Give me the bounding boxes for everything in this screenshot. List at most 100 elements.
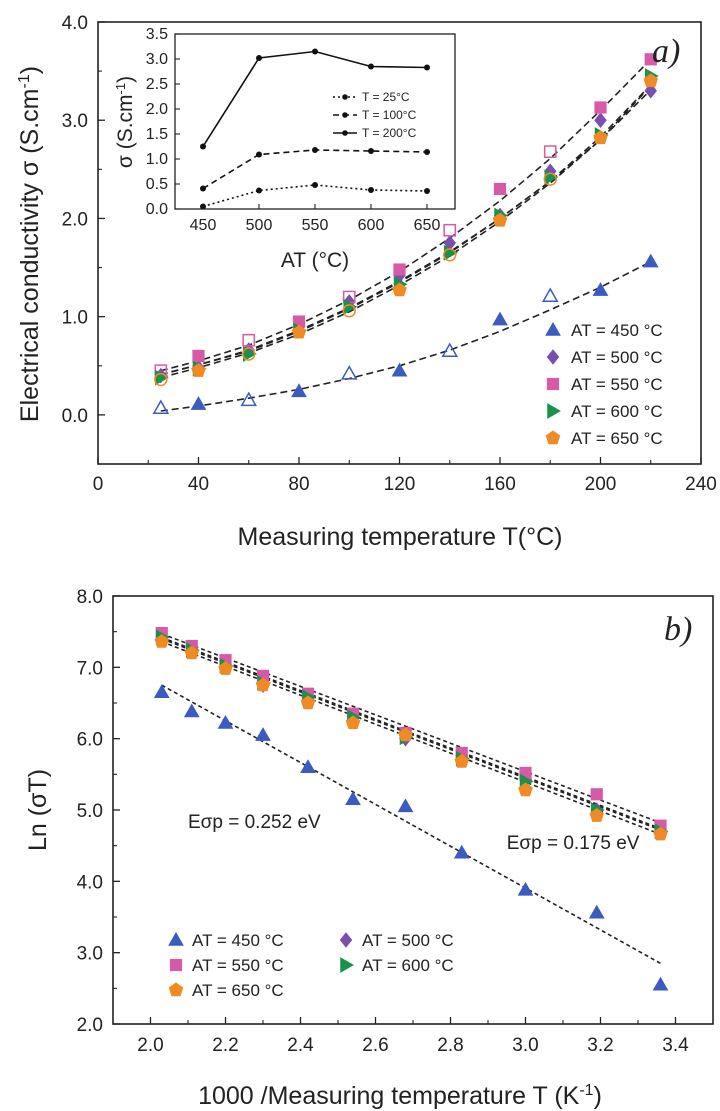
data-point-hollow: [342, 304, 356, 318]
inset-point: [256, 187, 262, 194]
data-point: [492, 311, 508, 326]
panel-a-inset: 450 500 550 600 6500.00.51.01.52.02.53.03.5 …: [113, 26, 456, 272]
panel-a-legend: AT = 450 °C AT = 500 °C AT = 550 °C AT = 60…: [545, 321, 663, 448]
inset-legend-label: T = 25°C: [362, 90, 410, 104]
data-point: [154, 634, 169, 648]
inset-point: [368, 63, 374, 70]
panel-b-annotations: Eσp = 0.252 eV Eσp = 0.175 eV: [188, 812, 640, 854]
panel-a-markers: [152, 53, 659, 415]
y-tick-label: 6.0: [77, 730, 103, 751]
inset-y-tick-label: 0.0: [146, 201, 168, 218]
panel-a-y-axis-label: Electrical conductivity σ (S.cm-1): [16, 66, 44, 422]
data-point: [398, 727, 413, 742]
data-point: [300, 759, 316, 773]
data-point: [255, 727, 271, 741]
legend-label: AT = 550 °C: [192, 956, 284, 975]
data-point: [345, 715, 361, 730]
inset-background: [175, 34, 455, 209]
data-point-hollow: [543, 145, 557, 159]
y-tick-label: 0.0: [62, 406, 88, 427]
inset-point: [368, 187, 374, 193]
data-point: [594, 101, 607, 114]
data-point-hollow: [441, 342, 459, 358]
inset-x-tick-label: 450: [190, 217, 217, 234]
x-tick-label: 120: [384, 474, 416, 495]
inset-x-tick-label: 550: [302, 217, 329, 234]
inset-x-axis-label: AT (°C): [281, 249, 349, 272]
data-point-hollow: [152, 399, 170, 415]
legend-label: AT = 600 °C: [362, 956, 454, 975]
inset-point: [312, 48, 318, 55]
data-point: [191, 363, 206, 377]
inset-point: [312, 147, 318, 153]
data-point: [652, 976, 669, 991]
activation-energy-annotation: Eσp = 0.175 eV: [507, 833, 640, 854]
legend-marker: [169, 958, 183, 972]
inset-y-tick-label: 3.0: [146, 51, 168, 68]
panel-b-label: b): [664, 611, 692, 648]
data-point: [391, 362, 408, 377]
legend-label: AT = 450 °C: [571, 321, 663, 340]
x-tick-label: 0: [93, 474, 104, 495]
inset-y-tick-label: 1.0: [146, 151, 168, 168]
inset-legend-point: [342, 94, 348, 100]
data-point: [518, 782, 533, 797]
panel-a-label: a): [652, 33, 680, 70]
panel-b-fit-lines: [161, 633, 661, 965]
data-point: [218, 661, 233, 675]
legend-marker: [546, 349, 560, 365]
x-tick-label: 240: [685, 474, 717, 495]
x-tick-label: 2.8: [437, 1035, 463, 1056]
y-tick-label: 8.0: [77, 587, 103, 608]
inset-ticks: 450 500 550 600 650 0.0 0.5 1.0 1.5 2.0 2.5 3.0 3.5: [146, 26, 441, 234]
data-point: [589, 808, 604, 822]
legend-label: AT = 550 °C: [571, 375, 663, 394]
legend-marker: [547, 403, 562, 419]
data-point: [184, 645, 199, 660]
y-tick-label: 1.0: [62, 308, 88, 329]
legend-label: AT = 500 °C: [571, 348, 663, 367]
data-point: [345, 791, 361, 806]
legend-marker: [339, 932, 353, 948]
y-tick-label: 7.0: [77, 658, 103, 679]
inset-y-tick-label: 0.5: [146, 176, 168, 193]
data-point: [183, 703, 200, 718]
inset-point: [312, 182, 318, 188]
data-point: [291, 383, 307, 398]
inset-y-tick-label: 3.5: [146, 26, 168, 43]
panel-b-legend: AT = 450 °C AT = 500 °C AT = 550 °C AT = 60…: [168, 931, 454, 1000]
y-tick-label: 4.0: [77, 872, 103, 893]
x-tick-label: 80: [288, 474, 309, 495]
panel-b-frame: [112, 595, 714, 1025]
data-point: [300, 695, 316, 710]
data-point: [397, 798, 414, 813]
data-point: [192, 349, 205, 363]
y-tick-label: 2.0: [62, 209, 88, 230]
inset-point: [368, 148, 374, 154]
activation-energy-annotation: Eσp = 0.252 eV: [188, 812, 321, 833]
x-tick-label: 2.4: [287, 1035, 314, 1056]
inset-point: [256, 151, 262, 158]
legend-marker: [545, 430, 561, 445]
inset-point: [424, 149, 430, 155]
inset-y-tick-label: 1.5: [146, 126, 168, 143]
inset-point: [424, 188, 430, 194]
data-point-hollow: [242, 347, 256, 361]
y-tick-label: 2.0: [77, 1015, 103, 1036]
data-point: [642, 253, 659, 268]
data-point: [590, 788, 603, 801]
panel-a: 0 40 80 120 160 200 240 0.0 1.0 2.0 3.0 4.0 a) Meas…: [16, 13, 717, 551]
data-point: [454, 753, 469, 768]
legend-label: AT = 650 °C: [571, 429, 663, 448]
panel-b-y-axis-label: Ln (σT): [24, 769, 52, 851]
inset-point: [200, 203, 206, 210]
inset-y-tick-label: 2.5: [146, 76, 168, 93]
legend-marker: [546, 377, 560, 391]
x-tick-label: 2.6: [362, 1035, 388, 1056]
legend-marker: [168, 982, 184, 997]
data-point: [593, 130, 608, 145]
data-point: [643, 73, 658, 88]
y-tick-label: 3.0: [77, 944, 103, 965]
data-point: [492, 212, 508, 227]
